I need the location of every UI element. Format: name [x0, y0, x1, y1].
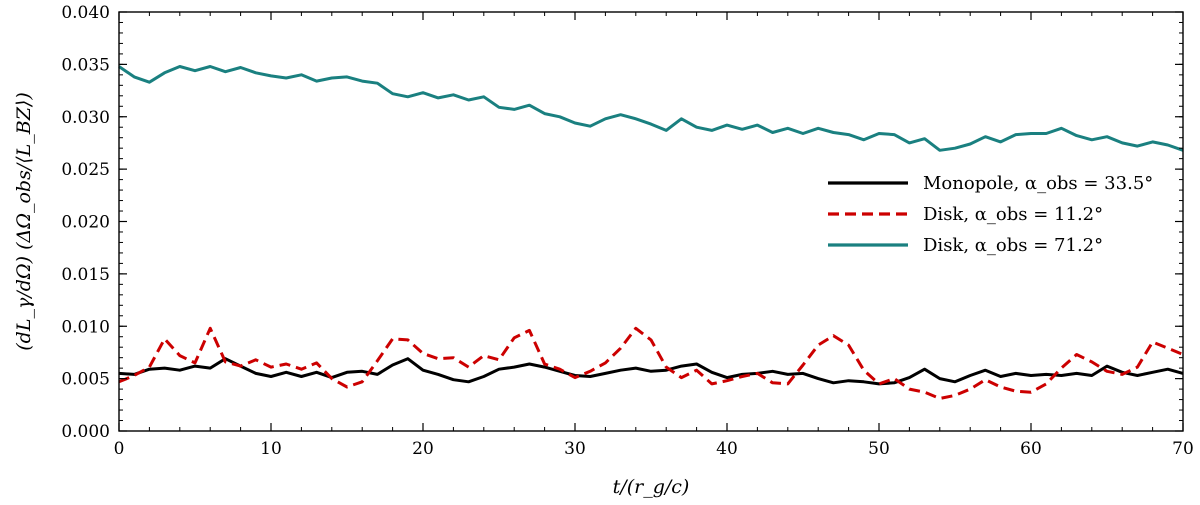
y-tick-label: 0.035 [61, 55, 110, 75]
series-line-3 [118, 65, 1184, 152]
series-layer [118, 65, 1184, 400]
legend: Monopole, α_obs = 33.5° Disk, α_obs = 11.… [828, 173, 1153, 256]
x-tick-label: 30 [564, 439, 586, 459]
x-tick-label: 60 [1020, 439, 1042, 459]
y-tick-label: 0.030 [61, 108, 110, 128]
y-tick-label: 0.000 [61, 422, 110, 442]
y-tick-label: 0.040 [61, 3, 110, 23]
y-tick-label: 0.005 [61, 370, 110, 390]
legend-label-3: Disk, α_obs = 71.2° [923, 235, 1103, 256]
y-tick-label: 0.020 [61, 213, 110, 233]
y-tick-label: 0.025 [61, 160, 110, 180]
x-tick-label: 10 [260, 439, 282, 459]
x-axis-label: t/(r_g/c) [613, 476, 690, 498]
x-tick-label: 0 [114, 439, 125, 459]
x-tick-label: 50 [868, 439, 890, 459]
series-line-1 [118, 357, 1184, 386]
legend-label-2: Disk, α_obs = 11.2° [923, 204, 1103, 225]
y-tick-label: 0.015 [61, 265, 110, 285]
x-tick-label: 70 [1172, 439, 1194, 459]
ticks-layer: 0 10 20 30 40 50 60 70 0.000 0.005 0.010 0.015 0.020… [61, 3, 1193, 459]
y-tick-label: 0.010 [61, 317, 110, 337]
legend-label-1: Monopole, α_obs = 33.5° [923, 173, 1153, 194]
y-axis-label: (dL_γ/dΩ) (ΔΩ_obs/⟨L_BZ⟩) [13, 92, 35, 350]
x-tick-label: 20 [412, 439, 434, 459]
series-line-2 [118, 326, 1184, 400]
x-tick-label: 40 [716, 439, 738, 459]
